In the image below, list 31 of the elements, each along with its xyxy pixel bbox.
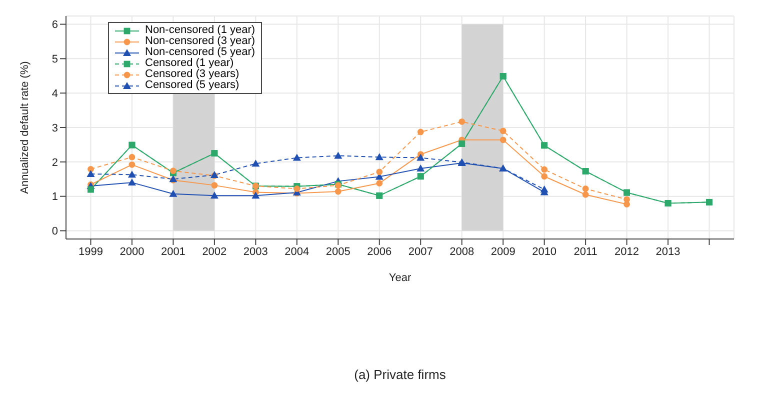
y-tick-label: 3 [52, 122, 58, 134]
y-tick-label: 0 [52, 226, 58, 238]
x-tick-label: 2013 [656, 246, 680, 258]
x-tick-label: 2012 [614, 246, 640, 258]
y-tick-label: 2 [52, 156, 58, 169]
x-tick-label: 2001 [160, 246, 186, 258]
x-tick-label: 2003 [243, 246, 268, 258]
x-tick-label: 2009 [490, 246, 516, 258]
x-tick-label: 2008 [450, 246, 474, 258]
x-tick-label: 2005 [326, 246, 350, 258]
y-tick-label: 5 [52, 54, 58, 66]
y-tick-label: 4 [52, 88, 58, 100]
legend-label: Non-censored (1 year) [145, 24, 256, 36]
x-axis-title: Year [388, 272, 412, 284]
y-tick-label: 6 [52, 19, 58, 32]
legend-label: Censored (3 years) [145, 68, 240, 80]
x-tick-label: 2004 [284, 246, 310, 258]
x-tick-label: 2007 [408, 246, 433, 258]
x-tick-label: 2010 [532, 246, 557, 258]
text: (a) Private firms [353, 367, 447, 382]
x-tick-label: 2002 [202, 246, 227, 258]
y-axis-title: Annualized default rate (%) [18, 61, 31, 194]
legend-label: Censored (1 year) [145, 57, 234, 69]
legend-label: Non-censored (3 year) [145, 35, 256, 47]
legend-label: Non-censored (5 year) [145, 46, 256, 58]
legend-label: Censored (5 years) [145, 79, 240, 91]
x-tick-label: 2011 [574, 246, 598, 258]
x-tick-label: 2006 [367, 246, 392, 258]
x-tick-label: 2000 [120, 246, 144, 258]
x-tick-label: 1999 [78, 246, 103, 258]
y-tick-label: 1 [52, 191, 58, 204]
